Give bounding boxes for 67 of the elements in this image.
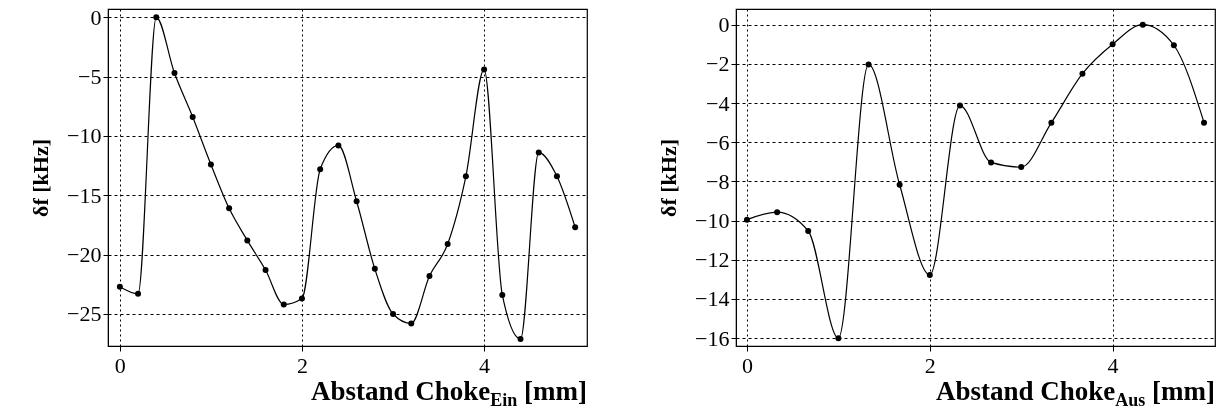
y-tick-label: −16 [695, 325, 730, 351]
point [353, 198, 360, 205]
y-tick-label: −14 [695, 286, 730, 312]
point [244, 237, 251, 244]
point [535, 149, 542, 156]
point [135, 290, 142, 297]
point [116, 283, 123, 290]
point [481, 66, 488, 73]
x-tick-label: 2 [296, 352, 308, 378]
point [462, 173, 469, 180]
point [1139, 21, 1146, 28]
point [926, 271, 933, 278]
x-axis-title: Abstand Choke$_{Ein}$ [mm] [310, 376, 587, 412]
y-tick-label: −5 [78, 64, 102, 90]
y-tick-label: −12 [695, 247, 730, 273]
point [262, 267, 269, 274]
y-tick-label: −15 [67, 182, 102, 208]
point [298, 295, 305, 302]
point [835, 335, 842, 342]
point [207, 161, 214, 168]
point [280, 301, 287, 308]
x-tick-label: 0 [741, 352, 753, 378]
y-tick-label: −25 [67, 301, 102, 327]
y-tick-label: −10 [695, 208, 730, 234]
point [517, 335, 524, 342]
y-tick-label: 0 [718, 12, 730, 38]
x-axis-title: Abstand Choke$_{Aus}$ [mm] [935, 376, 1215, 412]
point [444, 240, 451, 247]
point [226, 205, 233, 212]
point [371, 265, 378, 272]
point [1079, 70, 1086, 77]
point [317, 166, 324, 173]
point [1018, 164, 1025, 171]
point [865, 61, 872, 68]
y-tick-label: −20 [67, 242, 102, 268]
point [774, 209, 781, 216]
point [1170, 42, 1177, 49]
point [956, 102, 963, 109]
point [1048, 119, 1055, 126]
point [335, 142, 342, 149]
point [572, 224, 579, 231]
point [553, 173, 560, 180]
point [1109, 41, 1116, 48]
y-axis-title: δf [kHz] [656, 138, 682, 218]
point [1201, 119, 1208, 126]
y-axis-title: δf [kHz] [28, 138, 54, 218]
point [153, 14, 160, 21]
point [390, 310, 397, 317]
y-tick-label: −2 [706, 51, 730, 77]
y-tick-label: −4 [706, 90, 730, 116]
point [408, 320, 415, 327]
x-tick-label: 0 [114, 352, 126, 378]
point [189, 113, 196, 120]
x-tick-label: 4 [479, 352, 491, 378]
y-tick-label: 0 [90, 4, 102, 30]
point [499, 291, 506, 298]
x-tick-label: 4 [1107, 352, 1119, 378]
y-tick-label: −6 [706, 129, 730, 155]
point [805, 227, 812, 234]
point [426, 273, 433, 279]
point [171, 70, 178, 77]
x-tick-label: 2 [924, 352, 936, 378]
point [988, 159, 995, 166]
point [743, 216, 750, 223]
point [896, 181, 903, 188]
y-tick-label: −8 [706, 168, 730, 194]
y-tick-label: −10 [67, 123, 102, 149]
